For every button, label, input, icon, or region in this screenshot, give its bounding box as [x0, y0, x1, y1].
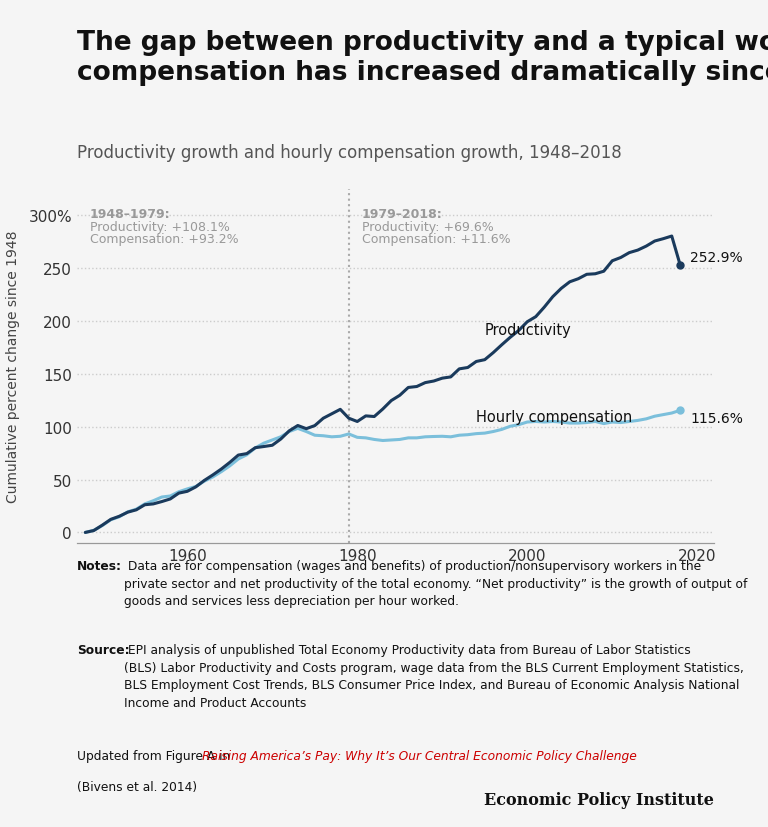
Text: Productivity growth and hourly compensation growth, 1948–2018: Productivity growth and hourly compensat… [77, 144, 621, 161]
Text: The gap between productivity and a typical worker’s
compensation has increased d: The gap between productivity and a typic… [77, 30, 768, 86]
Text: Raising America’s Pay: Why It’s Our Central Economic Policy Challenge: Raising America’s Pay: Why It’s Our Cent… [203, 749, 637, 762]
Text: Productivity: +69.6%: Productivity: +69.6% [362, 221, 493, 233]
Text: Economic Policy Institute: Economic Policy Institute [485, 791, 714, 808]
Text: 115.6%: 115.6% [690, 412, 743, 426]
Text: 1979–2018:: 1979–2018: [362, 208, 442, 221]
Text: Productivity: Productivity [485, 323, 571, 337]
Text: Compensation: +11.6%: Compensation: +11.6% [362, 233, 510, 246]
Text: 1948–1979:: 1948–1979: [90, 208, 170, 221]
Text: Compensation: +93.2%: Compensation: +93.2% [90, 233, 238, 246]
Y-axis label: Cumulative percent change since 1948: Cumulative percent change since 1948 [6, 231, 20, 503]
Text: Productivity: +108.1%: Productivity: +108.1% [90, 221, 230, 233]
Text: Data are for compensation (wages and benefits) of production/nonsupervisory work: Data are for compensation (wages and ben… [124, 559, 747, 607]
Text: Updated from Figure A in: Updated from Figure A in [77, 749, 234, 762]
Text: Source:: Source: [77, 643, 130, 657]
Text: (Bivens et al. 2014): (Bivens et al. 2014) [77, 780, 197, 793]
Text: Hourly compensation: Hourly compensation [476, 409, 633, 424]
Text: Notes:: Notes: [77, 559, 122, 572]
Text: EPI analysis of unpublished Total Economy Productivity data from Bureau of Labor: EPI analysis of unpublished Total Econom… [124, 643, 744, 709]
Text: 252.9%: 252.9% [690, 251, 743, 265]
